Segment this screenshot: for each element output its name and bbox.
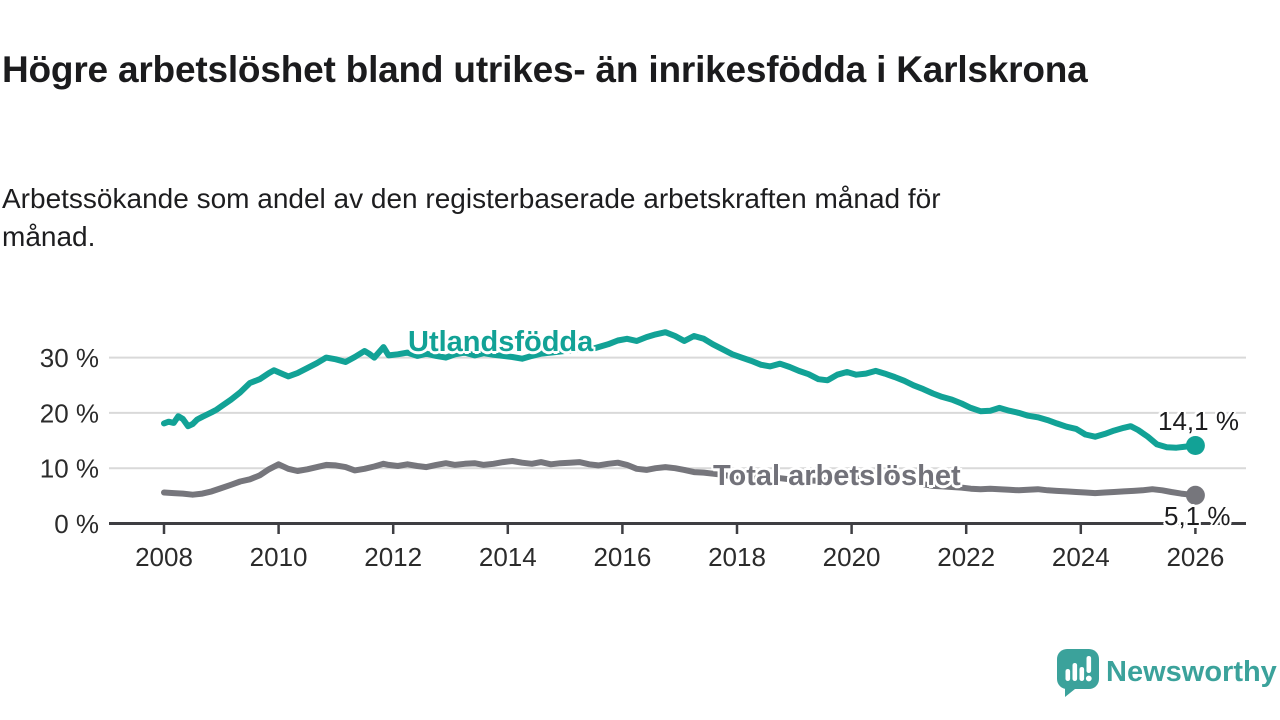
series-label-utlandsfodda: Utlandsfödda bbox=[408, 326, 594, 358]
subtitle-line-1: Arbetssökande som andel av den registerb… bbox=[2, 183, 941, 214]
series-label-total-arbetsloshet: Total arbetslöshet bbox=[713, 460, 961, 492]
series-end-dot-1 bbox=[1185, 485, 1205, 505]
x-tick-label-2024: 2024 bbox=[1052, 542, 1110, 572]
series-end-dot-0 bbox=[1185, 436, 1205, 456]
end-value-total-arbetsloshet: 5,1 % bbox=[1164, 501, 1231, 531]
logo-brand-text: Newsworthy bbox=[1106, 656, 1277, 688]
x-tick-label-2014: 2014 bbox=[479, 542, 537, 572]
y-tick-label-30: 30 % bbox=[40, 343, 99, 373]
end-value-utlandsfodda: 14,1 % bbox=[1158, 406, 1239, 436]
y-tick-label-0: 0 % bbox=[54, 509, 99, 539]
y-tick-label-20: 20 % bbox=[40, 398, 99, 428]
x-tick-label-2026: 2026 bbox=[1166, 542, 1224, 572]
subtitle-line-2: månad. bbox=[2, 221, 96, 252]
x-tick-label-2008: 2008 bbox=[135, 542, 193, 572]
x-tick-label-2022: 2022 bbox=[937, 542, 995, 572]
series-line-0 bbox=[161, 329, 1199, 451]
x-tick-label-2010: 2010 bbox=[250, 542, 308, 572]
logo-bubble-chart-icon bbox=[1057, 649, 1099, 697]
x-tick-label-2016: 2016 bbox=[593, 542, 651, 572]
series-line-1 bbox=[161, 458, 1199, 499]
page-title: Högre arbetslöshet bland utrikes- än inr… bbox=[2, 48, 1088, 90]
y-tick-label-10: 10 % bbox=[40, 454, 99, 484]
x-tick-label-2018: 2018 bbox=[708, 542, 766, 572]
chart-canvas: 0 % 10 % 20 % 30 % 2008 2010 2012 2014 2016 2018 2… bbox=[40, 329, 1246, 572]
x-tick-label-2020: 2020 bbox=[823, 542, 881, 572]
page-subtitle: Arbetssökande som andel av den registerb… bbox=[2, 180, 1242, 256]
x-tick-label-2012: 2012 bbox=[364, 542, 422, 572]
newsworthy-logo: Newsworthy bbox=[1056, 648, 1280, 704]
